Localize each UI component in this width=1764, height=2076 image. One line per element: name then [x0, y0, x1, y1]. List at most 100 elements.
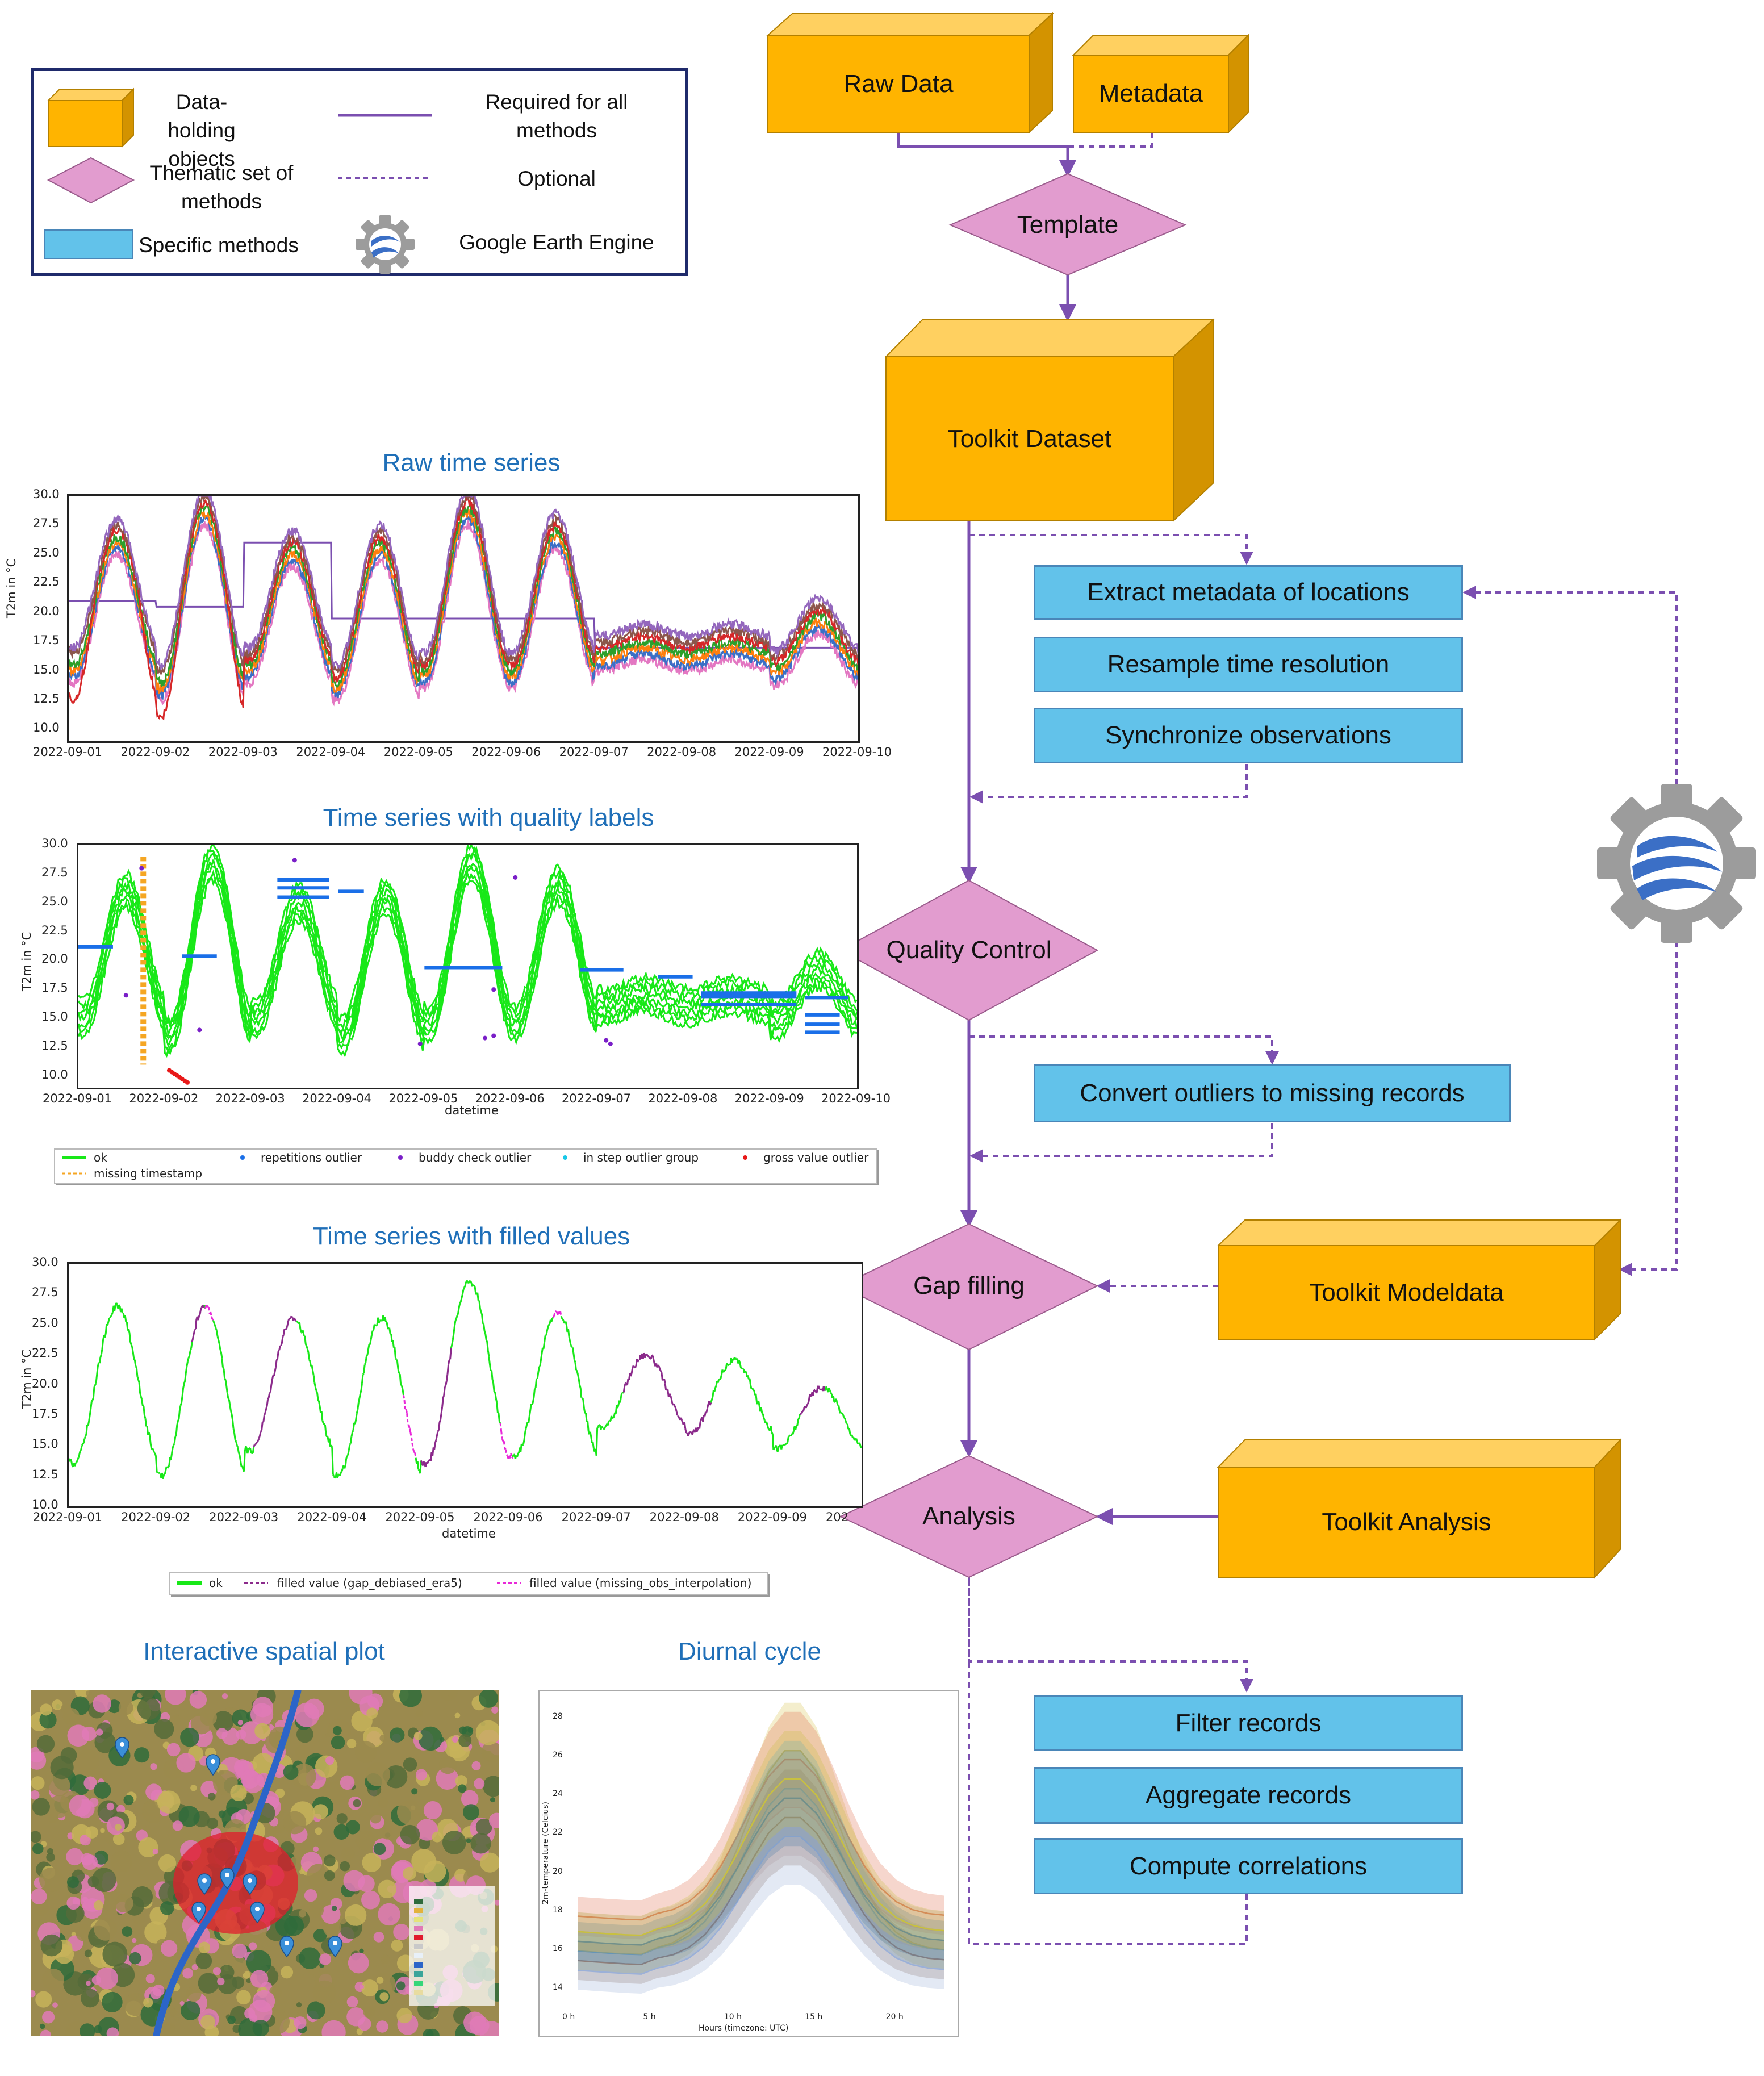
filled-seg-672 [659, 1368, 662, 1372]
filled-seg-900 [860, 1446, 862, 1449]
filled-seg-31 [94, 1382, 97, 1386]
interactive-spatial-map[interactable] [31, 1690, 499, 2036]
filled-seg-58 [118, 1304, 121, 1307]
filled-seg-79 [136, 1376, 139, 1380]
map-patch-604 [150, 1987, 162, 1999]
filled-seg-45 [106, 1322, 110, 1326]
filled-seg-282 [315, 1390, 318, 1393]
filled-seg-32 [95, 1375, 98, 1384]
filled-seg-895 [855, 1438, 858, 1443]
filled-seg-423 [440, 1413, 442, 1421]
extract-metadata-box[interactable]: Extract metadata of locations [1034, 565, 1463, 620]
filled-seg-632 [624, 1383, 626, 1386]
filled-seg-872 [835, 1398, 838, 1402]
filled-seg-445 [459, 1301, 462, 1304]
filled-seg-455 [467, 1280, 471, 1284]
filled-seg-217 [258, 1435, 261, 1439]
filled-seg-299 [330, 1444, 333, 1448]
toolkit-dataset-label: Toolkit Dataset [947, 424, 1112, 453]
filled-seg-735 [714, 1385, 717, 1389]
map-patch-454 [31, 1990, 36, 1998]
filled-seg-869 [832, 1396, 835, 1402]
filled-seg-674 [661, 1372, 663, 1381]
resample-box[interactable]: Resample time resolution [1034, 637, 1463, 692]
filled-seg-660 [649, 1357, 651, 1359]
map-patch-657 [466, 1838, 471, 1844]
synchronize-box[interactable]: Synchronize observations [1034, 708, 1463, 763]
map-patch-345 [333, 1824, 349, 1840]
map-patch-536 [319, 1953, 332, 1965]
filled-seg-122 [174, 1434, 177, 1438]
filled-seg-435 [450, 1344, 453, 1349]
filled-seg-263 [298, 1322, 302, 1330]
filled-seg-693 [677, 1415, 680, 1419]
map-patch-615 [137, 1697, 161, 1720]
filled-seg-442 [456, 1313, 459, 1316]
filled-seg-520 [525, 1424, 528, 1429]
filled-seg-213 [254, 1442, 257, 1445]
raw-data-box[interactable] [766, 12, 1054, 134]
filled-series-svg [69, 1280, 862, 1480]
map-patch-684 [413, 1731, 423, 1740]
filled-seg-551 [552, 1315, 555, 1318]
map-patch-458 [212, 1967, 221, 1975]
filled-seg-852 [817, 1385, 820, 1389]
filled-seg-418 [435, 1435, 438, 1441]
filled-seg-545 [547, 1325, 550, 1328]
convert-outliers-box[interactable]: Convert outliers to missing records [1034, 1064, 1511, 1122]
map-patch-687 [218, 1810, 226, 1818]
filled-seg-117 [170, 1453, 173, 1460]
map-patch-359 [415, 1710, 423, 1718]
filled-seg-25 [89, 1409, 92, 1415]
diurnal-ytick-6: 16 [553, 1944, 563, 1953]
map-patch-360 [84, 1949, 93, 1957]
filled-seg-439 [453, 1320, 457, 1327]
filled-seg-425 [441, 1398, 444, 1407]
filled-seg-211 [253, 1444, 256, 1448]
filled-seg-492 [500, 1431, 503, 1439]
map-patch-567 [470, 1833, 491, 1854]
filled-seg-799 [771, 1432, 774, 1435]
map-patch-477 [332, 1726, 342, 1735]
filled-seg-187 [232, 1419, 235, 1429]
filled-seg-93 [149, 1435, 152, 1444]
toolkit-analysis-box[interactable] [1217, 1438, 1622, 1579]
filled-seg-578 [576, 1371, 579, 1375]
toolkit-modeldata-box[interactable] [1217, 1218, 1622, 1341]
filled-seg-478 [488, 1356, 491, 1364]
filled-seg-3 [69, 1459, 73, 1461]
map-patch-496 [403, 1866, 416, 1881]
filled-seg-432 [448, 1359, 450, 1365]
filter-records-box[interactable]: Filter records [1034, 1695, 1463, 1751]
map-patch-523 [459, 1726, 467, 1735]
ytick-2-3: 22.5 [32, 1346, 58, 1360]
ytick-1-3: 22.5 [41, 923, 68, 937]
filled-seg-70 [128, 1333, 132, 1342]
filled-seg-769 [745, 1370, 747, 1373]
filled-seg-353 [378, 1320, 381, 1324]
filled-seg-474 [484, 1333, 487, 1340]
filled-seg-119 [172, 1444, 175, 1448]
metadata-box[interactable] [1072, 34, 1250, 134]
map-patch-650 [254, 1723, 270, 1739]
filled-seg-244 [282, 1334, 285, 1338]
filled-seg-392 [412, 1448, 415, 1452]
compute-correlations-box[interactable]: Compute correlations [1034, 1838, 1463, 1894]
filled-seg-293 [325, 1434, 328, 1438]
filled-seg-338 [365, 1356, 367, 1363]
map-patch-566 [373, 1931, 384, 1943]
filled-seg-734 [713, 1388, 716, 1392]
filled-seg-459 [471, 1284, 474, 1288]
map-patch-658 [252, 1697, 273, 1718]
map-patch-664 [438, 1756, 457, 1774]
filled-seg-360 [384, 1317, 387, 1322]
filled-seg-835 [802, 1407, 805, 1411]
filled-seg-182 [227, 1397, 230, 1400]
metadata-label: Metadata [1098, 80, 1203, 107]
aggregate-records-box[interactable]: Aggregate records [1034, 1767, 1463, 1824]
filled-seg-178 [224, 1377, 227, 1381]
filled-seg-789 [762, 1414, 765, 1418]
map-patch-585 [124, 1993, 147, 2016]
toolkit-dataset-box[interactable] [884, 318, 1215, 523]
filled-seg-96 [152, 1448, 154, 1451]
